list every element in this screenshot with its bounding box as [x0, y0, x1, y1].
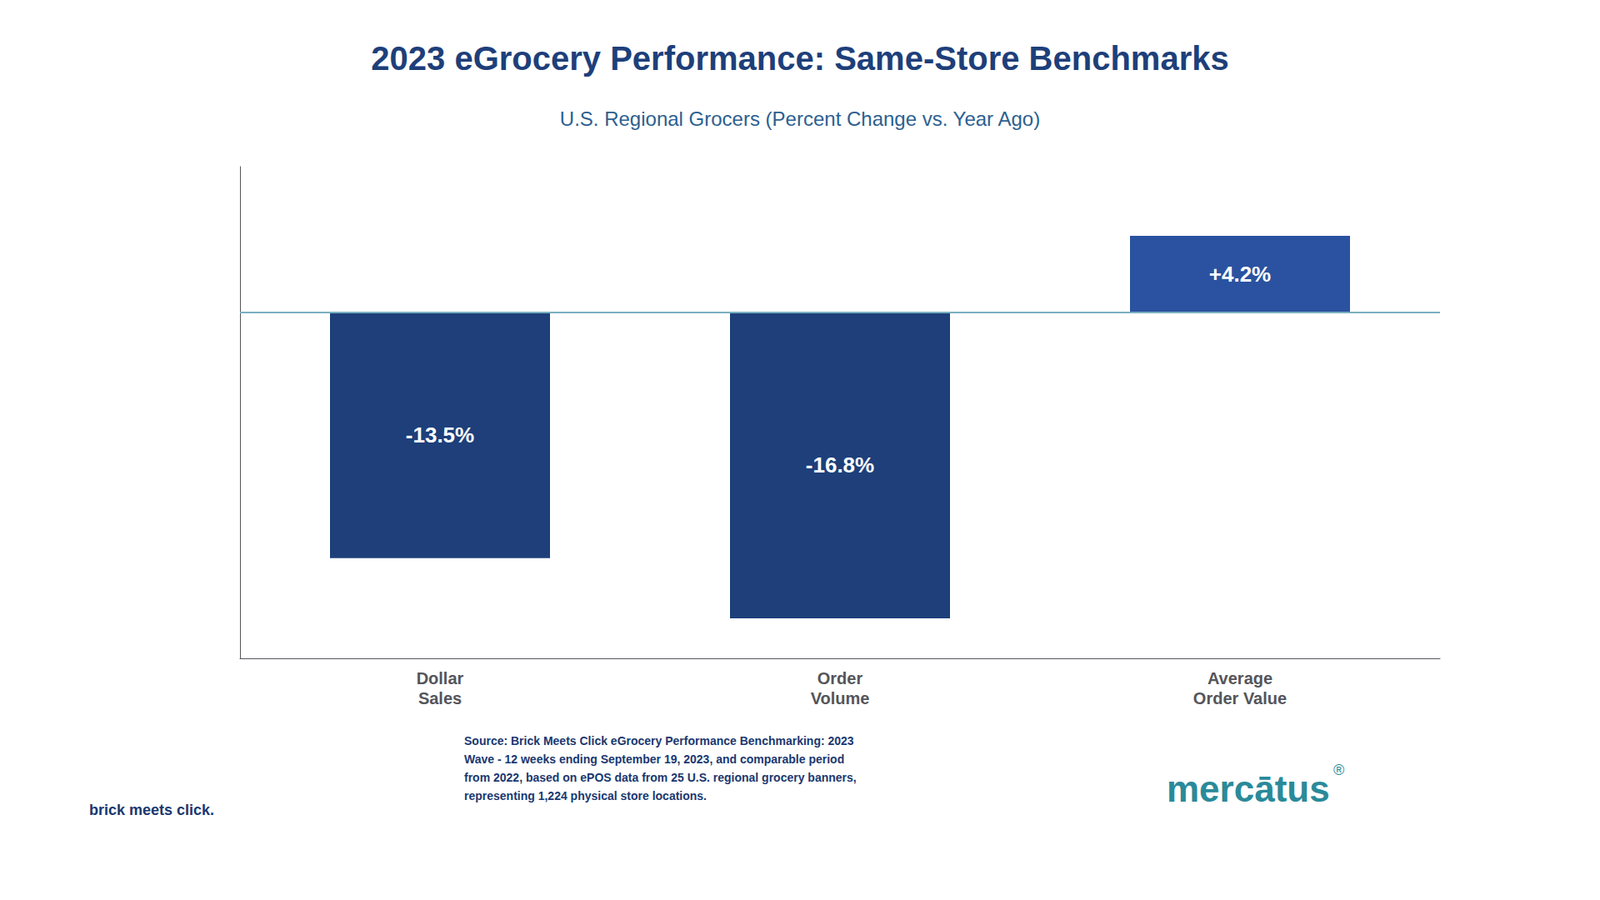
svg-text:mercātus: mercātus [1166, 768, 1330, 810]
svg-text:Average: Average [1207, 669, 1273, 688]
svg-text:Order Value: Order Value [1193, 689, 1287, 708]
svg-text:-16.8%: -16.8% [805, 452, 875, 478]
svg-text:Source: Brick Meets Click eGro: Source: Brick Meets Click eGrocery Perfo… [464, 734, 855, 748]
svg-text:from 2022, based on ePOS data: from 2022, based on ePOS data from 25 U.… [464, 770, 857, 785]
svg-text:Sales: Sales [418, 689, 462, 708]
svg-text:2023 eGrocery Performance: Sam: 2023 eGrocery Performance: Same-Store Be… [370, 40, 1229, 77]
svg-text:brick meets click.: brick meets click. [89, 801, 215, 819]
svg-text:®: ® [1333, 761, 1345, 779]
svg-text:U.S. Regional Grocers (Percent: U.S. Regional Grocers (Percent Change vs… [560, 107, 1040, 130]
svg-text:representing 1,224 physical st: representing 1,224 physical store locati… [464, 789, 707, 803]
svg-text:Dollar: Dollar [416, 669, 465, 688]
svg-text:Wave - 12 weeks ending Septemb: Wave - 12 weeks ending September 19, 202… [464, 752, 845, 766]
svg-text:+4.2%: +4.2% [1209, 261, 1271, 287]
svg-text:Order: Order [817, 669, 864, 688]
svg-text:-13.5%: -13.5% [405, 422, 475, 448]
svg-text:Volume: Volume [810, 689, 870, 708]
